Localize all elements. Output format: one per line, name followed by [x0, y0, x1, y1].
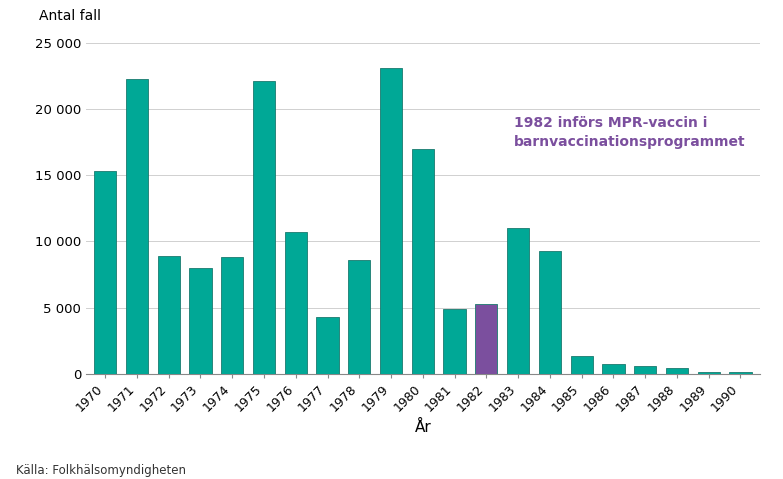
Bar — [571, 356, 593, 374]
Bar — [348, 260, 370, 374]
Bar — [412, 149, 434, 374]
Bar — [539, 251, 561, 374]
Text: Källa: Folkhälsomyndigheten: Källa: Folkhälsomyndigheten — [16, 464, 186, 477]
Bar — [380, 68, 402, 374]
Bar — [157, 256, 180, 374]
Text: Antal fall: Antal fall — [39, 9, 101, 23]
Bar — [634, 366, 656, 374]
Text: 1982 införs MPR-vaccin i
barnvaccinationsprogrammet: 1982 införs MPR-vaccin i barnvaccination… — [514, 116, 745, 149]
X-axis label: År: År — [414, 420, 431, 435]
Bar — [221, 257, 244, 374]
Bar — [507, 228, 529, 374]
Bar — [126, 79, 148, 374]
Bar — [189, 268, 211, 374]
Bar — [253, 81, 275, 374]
Bar — [666, 368, 688, 374]
Bar — [94, 171, 117, 374]
Bar — [729, 372, 752, 374]
Bar — [602, 364, 625, 374]
Bar — [285, 231, 307, 374]
Bar — [698, 372, 720, 374]
Bar — [316, 317, 338, 374]
Bar — [443, 309, 466, 374]
Bar — [475, 304, 497, 374]
